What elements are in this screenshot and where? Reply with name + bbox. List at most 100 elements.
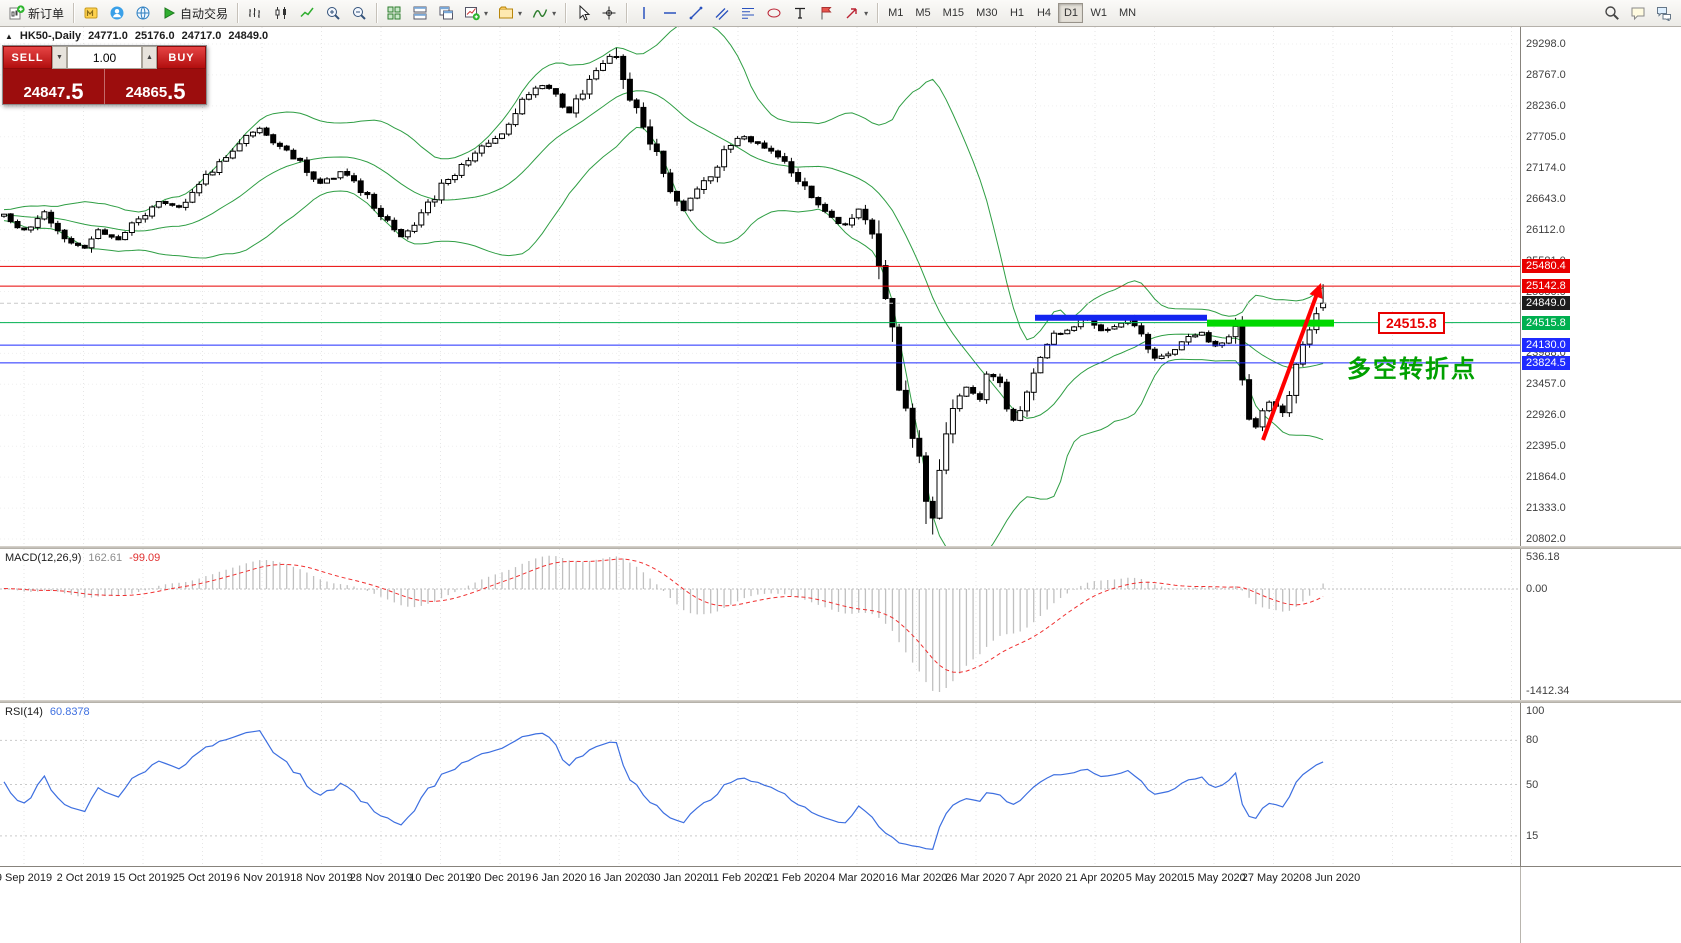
- buy-price-big-digit: .5: [167, 79, 186, 104]
- timeframe-h4-button[interactable]: H4: [1031, 3, 1056, 23]
- mql-market-button[interactable]: [79, 2, 103, 24]
- candlestick-chart-button[interactable]: [269, 2, 293, 24]
- time-axis-label: 27 May 2020: [1241, 872, 1306, 884]
- price-tick-label: 21333.0: [1526, 502, 1566, 515]
- hline-icon: [662, 5, 678, 21]
- rsi-line: [3, 730, 1324, 850]
- timeframe-h1-button[interactable]: H1: [1004, 3, 1029, 23]
- time-axis-label: 8 Jun 2020: [1305, 872, 1361, 884]
- price-tick-label: 28236.0: [1526, 99, 1566, 112]
- volume-input[interactable]: [67, 46, 142, 69]
- sell-price-main: 24847: [23, 84, 66, 101]
- channel-button[interactable]: [710, 2, 734, 24]
- time-axis-label: 11 Feb 2020: [707, 872, 769, 884]
- macd-axis[interactable]: 536.18 0.00 -1412.34: [1520, 549, 1681, 700]
- auto-trading-button[interactable]: 自动交易: [157, 2, 232, 24]
- community-button[interactable]: [105, 2, 129, 24]
- time-axis-label: 20 Dec 2019: [468, 872, 532, 884]
- community-chat-button[interactable]: [1652, 2, 1676, 24]
- time-axis-label: 18 Nov 2019: [290, 872, 353, 884]
- panel-splitter[interactable]: [0, 700, 1681, 703]
- trend-arrow[interactable]: [1261, 289, 1321, 441]
- fibonacci-button[interactable]: [736, 2, 760, 24]
- text-button[interactable]: [788, 2, 812, 24]
- auto-trading-button-label: 自动交易: [180, 6, 229, 21]
- profiles-button[interactable]: ▾: [494, 2, 526, 24]
- trend-arrow-head: [1309, 283, 1323, 299]
- search-button[interactable]: [1600, 2, 1624, 24]
- buy-price[interactable]: 24865.5: [104, 69, 206, 104]
- bar-chart-button[interactable]: [243, 2, 267, 24]
- indicators-button[interactable]: ▾: [528, 2, 560, 24]
- vertical-line-button[interactable]: [632, 2, 656, 24]
- timeframe-m30-button[interactable]: M30: [971, 3, 1002, 23]
- arrange-windows-button[interactable]: [408, 2, 432, 24]
- shapes-icon: [766, 5, 782, 21]
- price-chart-panel: ▲ HK50-,Daily 24771.0 25176.0 24717.0 24…: [0, 27, 1681, 546]
- price-chart-canvas[interactable]: [0, 27, 1520, 546]
- time-axis-label: 7 Apr 2020: [1008, 872, 1063, 884]
- low-value: 24717.0: [181, 30, 222, 42]
- time-axis[interactable]: 9 Sep 2019 2 Oct 2019 15 Oct 2019 25 Oct 20…: [0, 866, 1681, 943]
- time-axis-label: 6 Jan 2020: [532, 872, 587, 884]
- volume-increase-button[interactable]: ▲: [142, 46, 157, 69]
- close-value: 24849.0: [228, 30, 269, 42]
- timeframe-m15-button[interactable]: M15: [938, 3, 969, 23]
- sell-button[interactable]: SELL: [3, 46, 52, 69]
- mql-icon: [83, 5, 99, 21]
- line-chart-icon: [299, 5, 315, 21]
- search-icon: [1604, 5, 1620, 21]
- rsi-axis[interactable]: 100 80 50 15: [1520, 703, 1681, 866]
- zoom-out-button[interactable]: [347, 2, 371, 24]
- new-order-button[interactable]: 新订单: [5, 2, 68, 24]
- rsi-axis-label: 15: [1526, 829, 1539, 842]
- price-callout[interactable]: 24515.8: [1378, 311, 1445, 334]
- time-axis-label: 26 Mar 2020: [945, 872, 1007, 884]
- timeframe-m5-button[interactable]: M5: [910, 3, 935, 23]
- timeframe-d1-button[interactable]: D1: [1058, 3, 1084, 23]
- rsi-canvas[interactable]: [0, 703, 1520, 866]
- price-tag: 25142.8: [1522, 279, 1570, 294]
- tile-windows-button[interactable]: [382, 2, 406, 24]
- buy-price-main: 24865: [125, 84, 168, 101]
- macd-canvas[interactable]: [0, 549, 1520, 700]
- timeframe-m1-button[interactable]: M1: [883, 3, 908, 23]
- chart-ohlc-header: ▲ HK50-,Daily 24771.0 25176.0 24717.0 24…: [5, 30, 268, 42]
- zoom-in-button[interactable]: [321, 2, 345, 24]
- annotation-text[interactable]: 多空转折点: [1347, 356, 1477, 383]
- time-axis-label: 28 Nov 2019: [349, 872, 413, 884]
- symbol-marker-icon: ▲: [5, 31, 13, 41]
- cursor-button[interactable]: [571, 2, 595, 24]
- dropdown-caret-icon: ▾: [864, 8, 869, 18]
- price-tick-label: 29298.0: [1526, 38, 1566, 50]
- sell-price[interactable]: 24847.5: [3, 69, 104, 104]
- horizontal-line-button[interactable]: [658, 2, 682, 24]
- tile-windows-icon: [386, 5, 402, 21]
- web-terminal-button[interactable]: [131, 2, 155, 24]
- macd-signal-line: [3, 558, 1324, 673]
- main-toolbar: 新订单 自动交易 ▾ ▾ ▾ ▾ M1 M5 M15 M30 H1 H4 D1 W1 MN: [0, 0, 1681, 27]
- toolbar-separator: [565, 3, 567, 23]
- price-axis[interactable]: 29298.0 28767.0 28236.0 27705.0 27174.0 26643…: [1520, 27, 1681, 546]
- time-axis-label: 6 Nov 2019: [233, 872, 291, 884]
- panel-splitter[interactable]: [0, 546, 1681, 549]
- time-axis-label: 16 Mar 2020: [885, 872, 948, 884]
- buy-button[interactable]: BUY: [157, 46, 206, 69]
- volume-decrease-button[interactable]: ▼: [52, 46, 67, 69]
- macd-title: MACD(12,26,9): [5, 552, 82, 564]
- cascade-windows-button[interactable]: [434, 2, 458, 24]
- line-chart-button[interactable]: [295, 2, 319, 24]
- trendline-button[interactable]: [684, 2, 708, 24]
- bar-chart-icon: [247, 5, 263, 21]
- chat-button[interactable]: [1626, 2, 1650, 24]
- fibonacci-icon: [740, 5, 756, 21]
- arrows-button[interactable]: ▾: [840, 2, 872, 24]
- price-tick-label: 22926.0: [1526, 409, 1566, 422]
- label-button[interactable]: [814, 2, 838, 24]
- crosshair-button[interactable]: [597, 2, 621, 24]
- new-chart-button[interactable]: ▾: [460, 2, 492, 24]
- timeframe-mn-button[interactable]: MN: [1114, 3, 1141, 23]
- shapes-button[interactable]: [762, 2, 786, 24]
- time-axis-label: 9 Sep 2019: [0, 872, 53, 884]
- timeframe-w1-button[interactable]: W1: [1085, 3, 1112, 23]
